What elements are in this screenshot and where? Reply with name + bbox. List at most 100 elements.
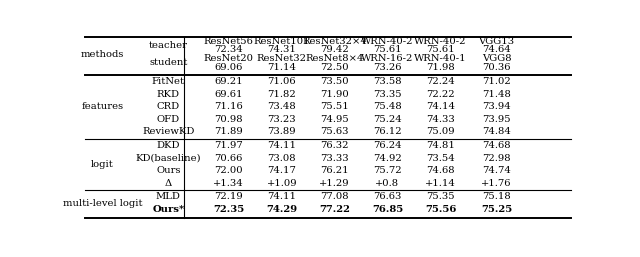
- Text: 74.64: 74.64: [483, 45, 511, 54]
- Text: 74.84: 74.84: [482, 127, 511, 136]
- Text: 74.11: 74.11: [268, 192, 296, 201]
- Text: FitNet: FitNet: [152, 77, 185, 86]
- Text: KD(baseline): KD(baseline): [136, 154, 201, 163]
- Text: 70.36: 70.36: [483, 63, 511, 72]
- Text: 74.68: 74.68: [426, 166, 455, 175]
- Text: 74.31: 74.31: [268, 45, 296, 54]
- Text: 75.56: 75.56: [425, 205, 456, 214]
- Text: ResNet101: ResNet101: [253, 37, 310, 46]
- Text: 73.33: 73.33: [320, 154, 349, 163]
- Text: +1.14: +1.14: [425, 179, 456, 188]
- Text: +1.29: +1.29: [319, 179, 350, 188]
- Text: 72.34: 72.34: [214, 45, 243, 54]
- Text: WRN-40-1: WRN-40-1: [414, 54, 467, 63]
- Text: CRD: CRD: [157, 102, 180, 111]
- Text: ResNet20: ResNet20: [204, 54, 254, 63]
- Text: 75.18: 75.18: [483, 192, 511, 201]
- Text: 71.14: 71.14: [268, 63, 296, 72]
- Text: methods: methods: [81, 50, 124, 59]
- Text: ResNet32: ResNet32: [257, 54, 307, 63]
- Text: 71.89: 71.89: [214, 127, 243, 136]
- Text: 75.09: 75.09: [426, 127, 455, 136]
- Text: 75.24: 75.24: [373, 115, 402, 124]
- Text: 72.35: 72.35: [213, 205, 244, 214]
- Text: ResNet56: ResNet56: [204, 37, 253, 46]
- Text: 72.50: 72.50: [320, 63, 349, 72]
- Text: 71.97: 71.97: [214, 141, 243, 150]
- Text: 74.33: 74.33: [426, 115, 455, 124]
- Text: 73.35: 73.35: [373, 90, 402, 99]
- Text: 77.08: 77.08: [320, 192, 349, 201]
- Text: 72.19: 72.19: [214, 192, 243, 201]
- Text: ResNet8×4: ResNet8×4: [305, 54, 364, 63]
- Text: 77.22: 77.22: [319, 205, 350, 214]
- Text: RKD: RKD: [157, 90, 180, 99]
- Text: VGG13: VGG13: [479, 37, 515, 46]
- Text: 75.48: 75.48: [373, 102, 402, 111]
- Text: 74.68: 74.68: [483, 141, 511, 150]
- Text: 70.98: 70.98: [214, 115, 243, 124]
- Text: VGG8: VGG8: [482, 54, 511, 63]
- Text: 73.08: 73.08: [268, 154, 296, 163]
- Text: WRN-16-2: WRN-16-2: [362, 54, 413, 63]
- Text: 73.23: 73.23: [268, 115, 296, 124]
- Text: 72.24: 72.24: [426, 77, 455, 86]
- Text: 69.61: 69.61: [214, 90, 243, 99]
- Text: 73.58: 73.58: [373, 77, 402, 86]
- Text: 74.81: 74.81: [426, 141, 455, 150]
- Text: 74.74: 74.74: [482, 166, 511, 175]
- Text: student: student: [149, 58, 188, 67]
- Text: ResNet32×4: ResNet32×4: [302, 37, 367, 46]
- Text: Ours: Ours: [156, 166, 180, 175]
- Text: DKD: DKD: [157, 141, 180, 150]
- Text: Ours*: Ours*: [152, 205, 184, 214]
- Text: 74.11: 74.11: [268, 141, 296, 150]
- Text: WRN-40-2: WRN-40-2: [361, 37, 414, 46]
- Text: Δ: Δ: [164, 179, 172, 188]
- Text: 75.35: 75.35: [426, 192, 455, 201]
- Text: 76.85: 76.85: [372, 205, 403, 214]
- Text: +1.09: +1.09: [266, 179, 297, 188]
- Text: WRN-40-2: WRN-40-2: [414, 37, 467, 46]
- Text: 76.32: 76.32: [320, 141, 349, 150]
- Text: 74.29: 74.29: [266, 205, 298, 214]
- Text: 71.48: 71.48: [482, 90, 511, 99]
- Text: MLD: MLD: [156, 192, 180, 201]
- Text: 72.98: 72.98: [483, 154, 511, 163]
- Text: 72.22: 72.22: [426, 90, 455, 99]
- Text: 75.61: 75.61: [426, 45, 455, 54]
- Text: 73.50: 73.50: [320, 77, 349, 86]
- Text: 73.26: 73.26: [373, 63, 402, 72]
- Text: 71.98: 71.98: [426, 63, 455, 72]
- Text: 69.06: 69.06: [214, 63, 243, 72]
- Text: teacher: teacher: [148, 41, 188, 50]
- Text: 75.72: 75.72: [373, 166, 402, 175]
- Text: 71.82: 71.82: [268, 90, 296, 99]
- Text: 74.92: 74.92: [373, 154, 402, 163]
- Text: 73.95: 73.95: [483, 115, 511, 124]
- Text: 70.66: 70.66: [214, 154, 243, 163]
- Text: +0.8: +0.8: [376, 179, 399, 188]
- Text: 75.61: 75.61: [373, 45, 402, 54]
- Text: 71.90: 71.90: [320, 90, 349, 99]
- Text: 71.16: 71.16: [214, 102, 243, 111]
- Text: 76.21: 76.21: [320, 166, 349, 175]
- Text: +1.34: +1.34: [213, 179, 244, 188]
- Text: features: features: [81, 102, 124, 111]
- Text: multi-level logit: multi-level logit: [63, 199, 142, 208]
- Text: 74.95: 74.95: [320, 115, 349, 124]
- Text: 71.02: 71.02: [483, 77, 511, 86]
- Text: 69.21: 69.21: [214, 77, 243, 86]
- Text: 75.51: 75.51: [320, 102, 349, 111]
- Text: 73.54: 73.54: [426, 154, 455, 163]
- Text: 73.48: 73.48: [268, 102, 296, 111]
- Text: +1.76: +1.76: [481, 179, 512, 188]
- Text: 71.06: 71.06: [268, 77, 296, 86]
- Text: 73.89: 73.89: [268, 127, 296, 136]
- Text: logit: logit: [91, 160, 114, 169]
- Text: 73.94: 73.94: [483, 102, 511, 111]
- Text: OFD: OFD: [157, 115, 180, 124]
- Text: 75.25: 75.25: [481, 205, 512, 214]
- Text: 76.12: 76.12: [373, 127, 402, 136]
- Text: 72.00: 72.00: [214, 166, 243, 175]
